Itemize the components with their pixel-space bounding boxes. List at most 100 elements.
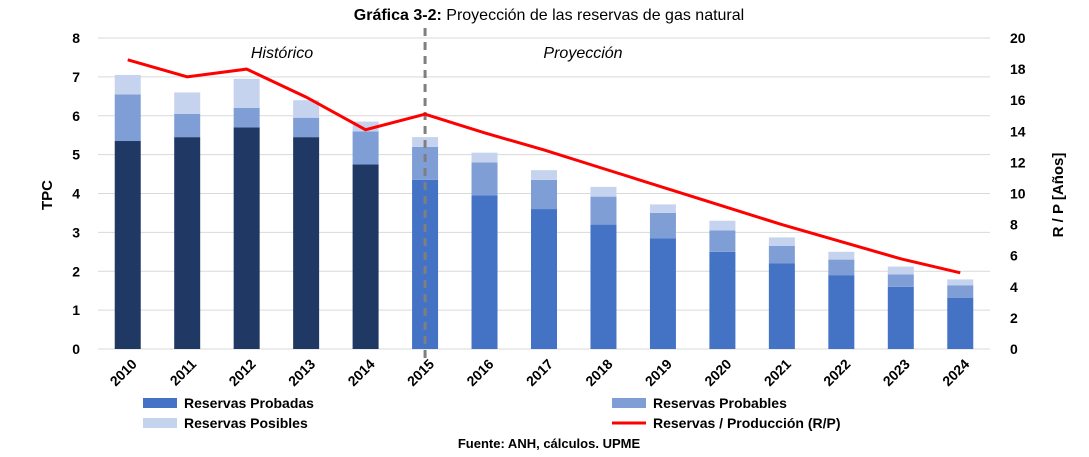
bar-posibles-2023 — [887, 266, 914, 275]
bar-posibles-2011 — [174, 92, 201, 114]
rp-line — [127, 58, 961, 275]
x-tick-label: 2024 — [939, 356, 972, 389]
bars-group — [114, 74, 974, 349]
y2-tick-label: 16 — [1010, 92, 1026, 108]
y-tick-label: 7 — [72, 69, 80, 85]
bar-probadas-2016 — [471, 195, 498, 349]
bar-probables-2020 — [709, 230, 736, 252]
chart-title-rest: Proyección de las reservas de gas natura… — [442, 7, 744, 24]
bar-probadas-2014 — [352, 164, 379, 349]
x-tick-label: 2019 — [642, 356, 675, 389]
bar-posibles-2021 — [768, 237, 795, 246]
bar-posibles-2019 — [649, 204, 676, 213]
legend-label-probables: Reservas Probables — [653, 395, 787, 411]
y2-tick-label: 20 — [1010, 30, 1026, 46]
bar-probadas-2010 — [114, 141, 141, 349]
legend-swatch-posibles — [143, 418, 177, 428]
bar-posibles-2014 — [352, 121, 379, 132]
legend-swatch-probables — [612, 398, 646, 408]
y2-tick-label: 10 — [1010, 186, 1026, 202]
bar-probadas-2013 — [293, 137, 320, 349]
bar-probadas-2012 — [233, 127, 260, 349]
bar-probadas-2017 — [531, 209, 557, 349]
legend: Reservas Probadas Reservas Probables Res… — [143, 395, 841, 431]
y2-tick-label: 14 — [1010, 123, 1026, 139]
x-tick-label: 2013 — [285, 356, 318, 389]
bar-posibles-2010 — [114, 74, 141, 95]
rp-line-group — [127, 58, 961, 275]
bar-posibles-2013 — [293, 100, 320, 118]
x-tick-label: 2010 — [107, 356, 140, 389]
y-axis-title: TPC — [39, 180, 56, 210]
bar-probables-2013 — [293, 117, 320, 138]
y2-axis-ticks: 0 2 4 6 8 10 12 14 16 18 20 — [1010, 30, 1026, 357]
bar-probables-2016 — [471, 162, 498, 196]
y-axis-ticks: 0 1 2 3 4 5 6 7 8 — [72, 30, 80, 357]
bar-probadas-2024 — [947, 297, 974, 349]
bar-probables-2010 — [114, 94, 141, 142]
bar-probadas-2015 — [412, 179, 439, 349]
bar-posibles-2020 — [709, 220, 736, 231]
bar-probadas-2021 — [768, 263, 795, 349]
bar-probables-2018 — [590, 196, 617, 225]
y-tick-label: 5 — [72, 147, 80, 163]
x-tick-label: 2017 — [523, 356, 556, 389]
y2-tick-label: 0 — [1010, 341, 1018, 357]
x-tick-label: 2023 — [880, 356, 913, 389]
annotation-historico: Histórico — [251, 45, 313, 62]
bar-probables-2021 — [768, 245, 795, 264]
bar-probadas-2019 — [649, 238, 676, 349]
bar-posibles-2012 — [233, 78, 260, 108]
bar-probables-2014 — [352, 131, 379, 165]
legend-swatch-probadas — [143, 398, 177, 408]
bar-probables-2012 — [233, 107, 260, 128]
bar-probadas-2011 — [174, 137, 201, 349]
bar-probables-2011 — [174, 113, 201, 138]
x-tick-label: 2022 — [820, 356, 853, 389]
annotation-proyeccion: Proyección — [543, 45, 622, 62]
x-tick-label: 2020 — [701, 356, 734, 389]
y-tick-label: 6 — [72, 108, 80, 124]
y2-tick-label: 18 — [1010, 61, 1026, 77]
bar-probadas-2022 — [828, 275, 855, 349]
y2-tick-label: 4 — [1010, 279, 1018, 295]
bar-probables-2024 — [947, 285, 974, 298]
bar-probables-2017 — [531, 179, 557, 210]
x-tick-label: 2012 — [225, 356, 258, 389]
bar-posibles-2024 — [947, 279, 974, 286]
x-tick-label: 2018 — [582, 356, 615, 389]
y-tick-label: 1 — [72, 302, 80, 318]
chart-title: Gráfica 3-2: Proyección de las reservas … — [354, 7, 744, 24]
bar-posibles-2022 — [828, 251, 855, 260]
bar-posibles-2017 — [531, 170, 557, 180]
legend-label-posibles: Reservas Posibles — [184, 415, 308, 431]
x-tick-label: 2021 — [761, 356, 794, 389]
y2-axis-title: R / P [Años] — [1050, 153, 1067, 238]
bar-probables-2019 — [649, 212, 676, 239]
y-tick-label: 4 — [72, 186, 80, 202]
bar-probadas-2018 — [590, 224, 617, 349]
bar-posibles-2016 — [471, 152, 498, 163]
bar-probadas-2020 — [709, 251, 736, 349]
y-tick-label: 3 — [72, 224, 80, 240]
x-tick-label: 2015 — [404, 356, 437, 389]
y2-tick-label: 2 — [1010, 310, 1018, 326]
legend-label-rp: Reservas / Producción (R/P) — [653, 415, 841, 431]
y-tick-label: 0 — [72, 341, 80, 357]
y2-tick-label: 8 — [1010, 217, 1018, 233]
x-tick-label: 2014 — [344, 356, 377, 389]
chart-title-prefix: Gráfica 3-2: — [354, 7, 442, 24]
y-tick-label: 2 — [72, 263, 80, 279]
bar-probables-2023 — [887, 274, 914, 287]
y2-tick-label: 12 — [1010, 154, 1026, 170]
x-axis-ticks: 2010 2011 2012 2013 2014 2015 2016 2017 2018 2019… — [107, 356, 973, 389]
y-tick-label: 8 — [72, 30, 80, 46]
x-tick-label: 2011 — [167, 356, 200, 389]
x-tick-label: 2016 — [463, 356, 496, 389]
y2-tick-label: 6 — [1010, 248, 1018, 264]
bar-probadas-2023 — [887, 286, 914, 349]
bar-probables-2022 — [828, 259, 855, 276]
source-note: Fuente: ANH, cálculos. UPME — [458, 436, 641, 451]
